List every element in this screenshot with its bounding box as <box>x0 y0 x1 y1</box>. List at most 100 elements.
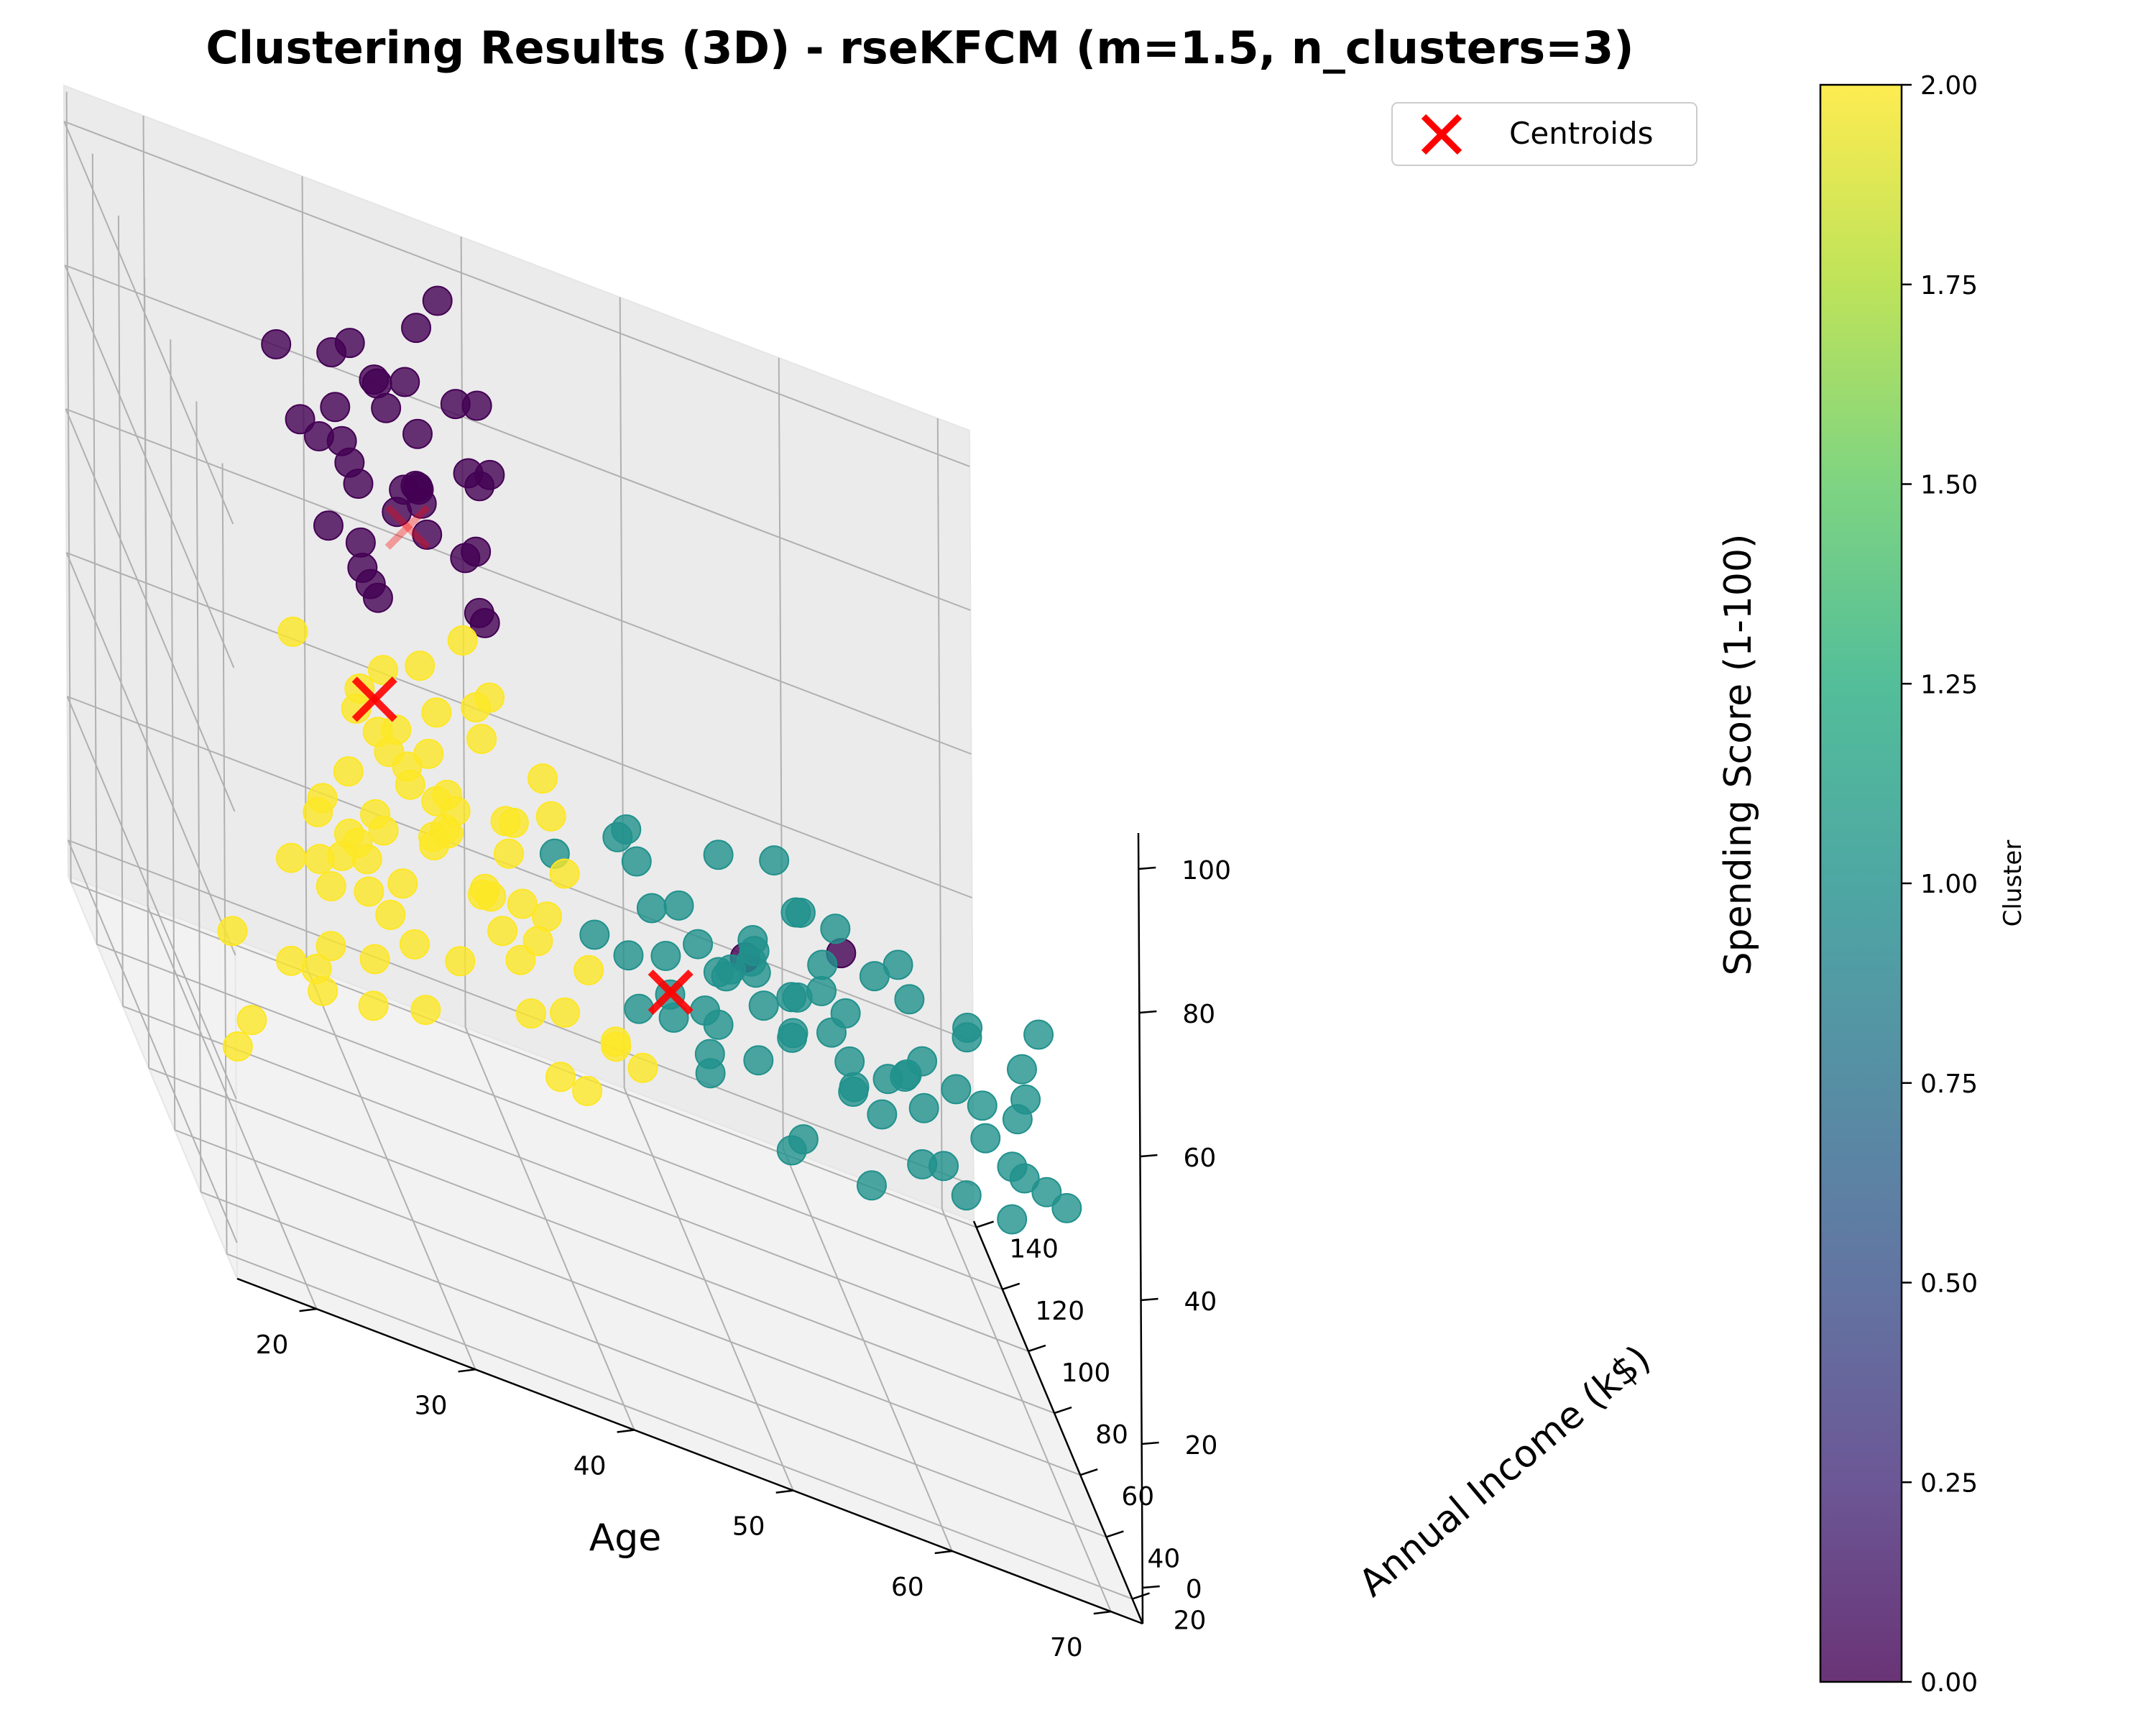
data-point-cluster-2 <box>315 931 346 962</box>
data-point-cluster-0 <box>285 404 315 435</box>
data-point-cluster-1 <box>683 929 714 960</box>
x-tick-mark <box>458 1368 476 1373</box>
data-point-cluster-2 <box>516 998 547 1029</box>
data-point-cluster-1 <box>951 1180 982 1211</box>
data-point-cluster-0 <box>347 553 378 584</box>
z-tick-label: 0 <box>1186 1575 1202 1604</box>
data-point-cluster-2 <box>276 945 307 976</box>
grid-line <box>65 264 971 611</box>
grid-line <box>147 906 318 1310</box>
y-axis-line <box>972 1220 1144 1624</box>
y-axis-ticks: 20 40 60 80 100 120 140 <box>976 1220 1206 1636</box>
data-point-cluster-0 <box>334 328 365 359</box>
data-point-cluster-2 <box>549 858 580 889</box>
data-point-cluster-1 <box>777 1022 808 1053</box>
grid-line <box>221 463 228 1254</box>
data-point-cluster-2 <box>522 926 553 957</box>
data-point-cluster-2 <box>236 1005 267 1036</box>
colorbar-label: Cluster <box>1999 840 2027 927</box>
z-tick-mark <box>1139 1010 1157 1014</box>
data-point-cluster-0 <box>453 458 484 489</box>
grid-line <box>226 1253 1133 1600</box>
data-point-cluster-2 <box>392 751 423 782</box>
data-point-cluster-2 <box>315 870 346 901</box>
z-tick-label: 60 <box>1183 1144 1216 1173</box>
data-point-cluster-2 <box>405 650 436 681</box>
data-point-cluster-2 <box>381 714 412 745</box>
data-point-cluster-0 <box>464 597 494 628</box>
z-tick-label: 20 <box>1185 1431 1218 1460</box>
grid-line <box>464 1027 635 1430</box>
z-tick-mark <box>1141 1297 1158 1302</box>
data-point-cluster-1 <box>838 1076 869 1107</box>
z-tick-label: 40 <box>1184 1287 1217 1317</box>
grid-line <box>174 1129 1081 1476</box>
data-point-cluster-2 <box>419 830 450 861</box>
data-point-cluster-2 <box>399 929 430 960</box>
data-point-cluster-2 <box>466 724 497 755</box>
data-point-cluster-0 <box>450 543 481 574</box>
data-point-cluster-0 <box>303 421 334 452</box>
centroid-stroke <box>384 504 430 550</box>
data-point-cluster-2 <box>359 944 390 975</box>
data-point-cluster-2 <box>217 916 248 947</box>
grid-line <box>66 696 237 1100</box>
legend-marker <box>1421 114 1462 155</box>
data-point-cluster-2 <box>341 693 372 724</box>
data-point-cluster-2 <box>461 692 492 723</box>
data-point-cluster-1 <box>1051 1192 1082 1223</box>
centroid-markers <box>351 504 694 1016</box>
colorbar-tick-label: 0.75 <box>1920 1070 1978 1099</box>
data-point-cluster-1 <box>820 914 851 944</box>
data-point-cluster-1 <box>834 1046 865 1077</box>
data-point-cluster-2 <box>307 783 338 814</box>
colorbar-tick-label: 2.00 <box>1920 71 1978 101</box>
data-point-cluster-0 <box>422 285 453 316</box>
grid-line <box>778 357 784 1149</box>
data-point-cluster-2 <box>572 1075 603 1106</box>
data-point-cluster-0 <box>390 367 420 397</box>
data-point-cluster-1 <box>1006 1054 1037 1085</box>
data-point-cluster-2 <box>528 763 558 794</box>
data-point-cluster-2 <box>421 786 452 816</box>
data-point-cluster-1 <box>867 1099 898 1130</box>
data-point-cluster-2 <box>367 655 398 686</box>
data-point-cluster-1 <box>894 984 925 1015</box>
x-axis-line <box>236 1277 1143 1625</box>
data-point-cluster-1 <box>694 1039 725 1070</box>
centroid-stroke <box>384 504 430 550</box>
axis-panes <box>63 84 1144 1625</box>
data-point-cluster-2 <box>505 944 536 975</box>
data-point-cluster-0 <box>345 527 376 558</box>
data-point-cluster-1 <box>1002 1104 1033 1135</box>
y-tick-mark <box>1079 1468 1098 1476</box>
y-tick-label: 60 <box>1121 1482 1154 1512</box>
colorbar-tick-label: 0.00 <box>1920 1668 1978 1698</box>
data-point-cluster-1 <box>650 941 681 972</box>
colorbar-tick-label: 0.25 <box>1920 1468 1978 1498</box>
axis-lines <box>236 832 1144 1625</box>
data-point-cluster-2 <box>333 819 364 850</box>
z-tick-mark <box>1142 1585 1160 1589</box>
grid-line <box>148 1067 1055 1414</box>
x-tick-mark <box>934 1550 952 1555</box>
data-point-cluster-0 <box>334 447 365 478</box>
data-point-cluster-1 <box>663 890 694 921</box>
grid-line <box>66 552 972 898</box>
grid-line <box>65 91 72 883</box>
data-point-cluster-2 <box>358 990 389 1021</box>
data-point-cluster-2 <box>469 873 500 904</box>
data-point-cluster-2 <box>421 697 452 728</box>
x-tick-mark <box>1093 1610 1111 1615</box>
data-point-cluster-0 <box>313 510 344 541</box>
z-tick-mark <box>1140 1154 1158 1158</box>
grid-line <box>301 176 308 967</box>
colorbar-tick-label: 1.75 <box>1920 271 1978 300</box>
grid-line <box>65 408 236 812</box>
data-point-cluster-0 <box>401 313 432 344</box>
data-point-cluster-2 <box>304 844 335 875</box>
data-point-cluster-1 <box>816 1017 847 1048</box>
z-axis-line <box>1137 832 1144 1624</box>
data-point-cluster-0 <box>402 418 433 449</box>
y-tick-mark <box>1002 1282 1021 1290</box>
